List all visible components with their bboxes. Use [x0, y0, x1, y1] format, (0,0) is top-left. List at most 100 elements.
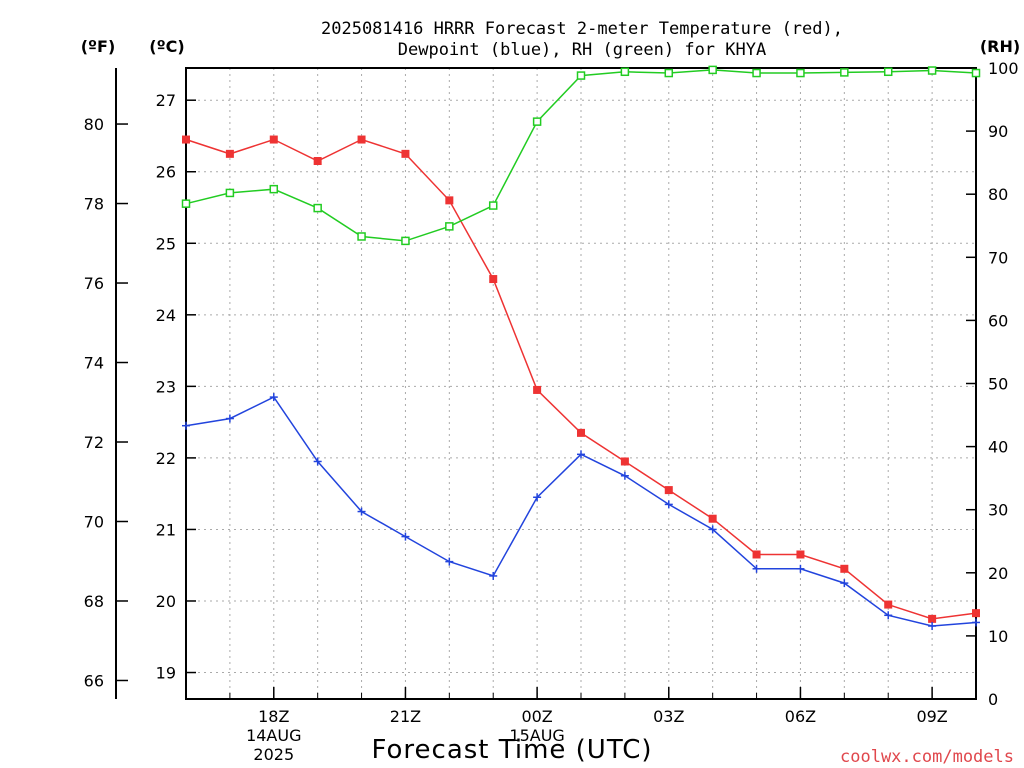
temperature-point: [225, 149, 234, 158]
rh-tick-label: 20: [988, 564, 1008, 583]
rh-tick-label: 70: [988, 248, 1008, 267]
celsius-tick-label: 23: [156, 377, 176, 396]
rh-point: [445, 222, 454, 231]
rh-point: [971, 68, 981, 78]
dewpoint-point: [972, 618, 980, 627]
temperature-point: [182, 135, 190, 144]
celsius-tick-label: 24: [156, 306, 176, 325]
plot-grid: [186, 68, 976, 699]
celsius-axis: 19 20 21 22 23 24 25 26 27: [156, 91, 196, 683]
x-tick-label: 2025: [253, 745, 294, 764]
fahrenheit-tick-label: 78: [84, 195, 104, 214]
fahrenheit-tick-label: 66: [84, 671, 104, 690]
rh-point: [840, 68, 849, 77]
fahrenheit-tick-label: 80: [84, 115, 104, 134]
rh-unit-label: (RH): [980, 37, 1020, 56]
temperature-point: [357, 135, 366, 144]
chart-title-line2: Dewpoint (blue), RH (green) for KHYA: [398, 40, 766, 60]
dewpoint-point: [357, 507, 366, 516]
x-tick-label: 09Z: [916, 707, 947, 726]
x-tick-label: 00Z: [521, 707, 552, 726]
dewpoint-point: [752, 564, 761, 573]
temperature-line: [185, 138, 977, 620]
temperature-point: [445, 196, 454, 205]
fahrenheit-tick-label: 76: [84, 274, 104, 293]
celsius-tick-label: 27: [156, 91, 176, 110]
dewpoint-point: [489, 571, 498, 580]
rh-tick-label: 100: [988, 59, 1019, 78]
fahrenheit-tick-label: 70: [84, 512, 104, 531]
temperature-point: [752, 550, 761, 559]
celsius-tick-label: 26: [156, 163, 176, 182]
fahrenheit-tick-label: 68: [84, 592, 104, 611]
temperature-point: [796, 550, 805, 559]
rh-point: [532, 117, 542, 126]
x-tick-label: 18Z: [258, 707, 289, 726]
series-layer: [181, 65, 981, 631]
rh-point: [664, 68, 674, 78]
temperature-point: [401, 149, 410, 158]
dewpoint-point: [269, 393, 278, 402]
series-dewpoint: [182, 393, 980, 631]
temperature-point: [708, 514, 717, 523]
rh-tick-label: 50: [988, 375, 1008, 394]
rh-line: [185, 69, 977, 242]
rh-axis: 0 10 20 30 40 50 60 70 80 90 100: [966, 59, 1019, 709]
temperature-point: [840, 564, 849, 573]
dewpoint-point: [577, 450, 585, 459]
celsius-tick-label: 22: [156, 449, 176, 468]
rh-point: [620, 67, 630, 77]
rh-point: [927, 66, 937, 75]
rh-tick-label: 60: [988, 311, 1008, 330]
fahrenheit-tick-label: 72: [84, 433, 104, 452]
rh-point: [576, 71, 586, 80]
rh-point: [708, 65, 717, 75]
rh-tick-label: 30: [988, 501, 1008, 520]
dewpoint-point: [313, 457, 322, 466]
rh-point: [269, 184, 279, 194]
dewpoint-point: [182, 421, 190, 430]
rh-point: [796, 68, 805, 78]
fahrenheit-axis: 66 68 70 72 74 76 78 80: [84, 115, 128, 690]
x-axis-label: Forecast Time (UTC): [371, 735, 652, 765]
temperature-point: [664, 486, 673, 495]
dewpoint-point: [401, 532, 410, 541]
rh-point: [883, 67, 893, 77]
rh-point: [488, 201, 498, 210]
temperature-point: [972, 609, 980, 618]
dewpoint-point: [884, 611, 893, 620]
dewpoint-point: [620, 471, 629, 480]
dewpoint-point: [533, 493, 542, 502]
rh-tick-label: 0: [988, 690, 998, 709]
rh-point: [225, 188, 235, 198]
celsius-tick-label: 21: [156, 520, 176, 539]
celsius-tick-label: 20: [156, 592, 176, 611]
x-tick-label: 06Z: [785, 707, 816, 726]
series-temperature: [182, 135, 980, 623]
temperature-point: [533, 385, 542, 394]
rh-point: [313, 203, 322, 213]
plot-frame: [185, 67, 977, 700]
fahrenheit-tick-label: 74: [84, 354, 104, 373]
x-tick-label: 03Z: [653, 707, 684, 726]
temperature-point: [928, 614, 937, 623]
rh-point: [181, 199, 191, 208]
temperature-point: [489, 275, 498, 284]
series-rh: [181, 65, 981, 246]
rh-tick-label: 40: [988, 438, 1008, 457]
dewpoint-point: [796, 564, 805, 573]
rh-tick-label: 90: [988, 122, 1008, 141]
chart-title-line1: 2025081416 HRRR Forecast 2-meter Tempera…: [321, 19, 843, 39]
rh-point: [752, 68, 761, 78]
fahrenheit-unit-label: (ºF): [81, 37, 116, 56]
dewpoint-point: [928, 622, 937, 631]
rh-tick-label: 10: [988, 627, 1008, 646]
x-tick-label: 21Z: [390, 707, 421, 726]
temperature-point: [884, 600, 893, 609]
rh-point: [401, 236, 410, 246]
temperature-point: [620, 457, 629, 466]
dewpoint-point: [840, 579, 849, 588]
temperature-point: [577, 428, 585, 437]
